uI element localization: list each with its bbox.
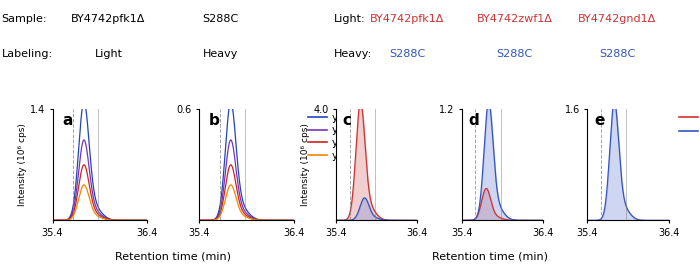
Legend: light, heavy: light, heavy <box>678 112 700 138</box>
Text: Heavy: Heavy <box>203 50 238 59</box>
Text: Sample:: Sample: <box>1 14 47 24</box>
Text: e: e <box>594 113 604 128</box>
Text: Light: Light <box>94 50 122 59</box>
Text: BY4742pfk1Δ: BY4742pfk1Δ <box>71 14 146 24</box>
Legend: y11, y9, y8, y6: y11, y9, y8, y6 <box>307 112 352 162</box>
Text: BY4742pfk1Δ: BY4742pfk1Δ <box>370 14 444 24</box>
Text: c: c <box>342 113 351 128</box>
Text: S288C: S288C <box>599 50 636 59</box>
Text: S288C: S288C <box>202 14 239 24</box>
Text: S288C: S288C <box>496 50 533 59</box>
Text: Light:: Light: <box>334 14 365 24</box>
Text: Heavy:: Heavy: <box>334 50 372 59</box>
Y-axis label: Intensity (10⁶ cps): Intensity (10⁶ cps) <box>18 123 27 206</box>
Text: S288C: S288C <box>389 50 426 59</box>
Text: Retention time (min): Retention time (min) <box>115 251 231 261</box>
Y-axis label: Intensity (10⁶ cps): Intensity (10⁶ cps) <box>301 123 310 206</box>
Text: BY4742zwf1Δ: BY4742zwf1Δ <box>477 14 552 24</box>
Text: BY4742gnd1Δ: BY4742gnd1Δ <box>578 14 657 24</box>
Text: Retention time (min): Retention time (min) <box>432 251 548 261</box>
Text: d: d <box>468 113 479 128</box>
Text: a: a <box>62 113 72 128</box>
Text: Labeling:: Labeling: <box>1 50 52 59</box>
Text: b: b <box>209 113 220 128</box>
